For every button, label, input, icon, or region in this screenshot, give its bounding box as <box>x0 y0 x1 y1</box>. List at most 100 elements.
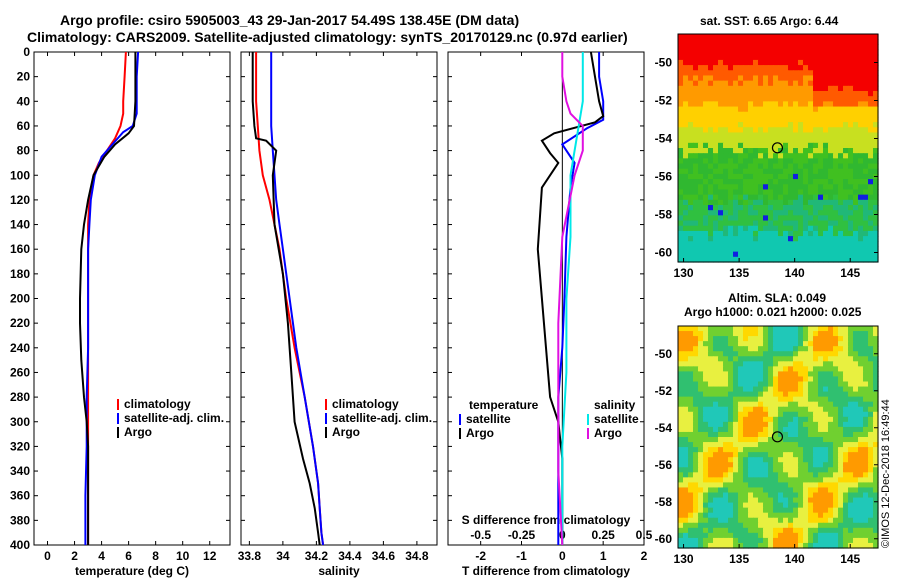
map-cell <box>808 472 814 478</box>
map-cell <box>838 251 844 258</box>
map-cell <box>823 542 829 549</box>
map-cell <box>723 386 729 393</box>
map-cell <box>853 199 859 206</box>
map-cell <box>688 246 694 253</box>
map-cell <box>688 497 694 504</box>
map-cell <box>733 225 739 232</box>
map-cell <box>683 173 689 180</box>
map-cell <box>693 477 699 484</box>
map-cell <box>733 462 739 468</box>
map-cell <box>708 39 714 45</box>
map-cell <box>813 111 819 118</box>
map-cell <box>693 361 699 367</box>
map-cell <box>693 492 699 499</box>
map-cell <box>838 44 844 51</box>
legend-label: climatology <box>124 397 191 411</box>
map-cell <box>678 482 684 489</box>
map-cell <box>713 457 719 463</box>
map-cell <box>838 416 844 423</box>
map-cell <box>728 497 734 504</box>
map-cell <box>733 502 739 509</box>
map-cell <box>743 34 749 40</box>
map-cell <box>763 386 769 393</box>
map-cell <box>823 122 829 128</box>
map-cell <box>708 210 714 216</box>
map-cell <box>808 497 814 504</box>
map-cell <box>803 381 809 388</box>
map-cell <box>683 189 689 196</box>
map-cell <box>798 153 804 159</box>
map-cell <box>863 522 869 529</box>
map-cell <box>863 241 869 248</box>
map-cell <box>868 127 874 134</box>
map-cell <box>873 537 879 544</box>
map-cell <box>848 122 854 128</box>
map-cell <box>868 215 874 222</box>
map-cell <box>818 326 824 332</box>
map-cell <box>743 371 749 378</box>
map-cell <box>678 467 684 473</box>
map-cell <box>753 381 759 388</box>
map-cell <box>808 467 814 473</box>
map-cell <box>738 512 744 519</box>
map-cell <box>793 366 799 373</box>
map-cell <box>713 106 719 113</box>
map-cell <box>773 122 779 128</box>
map-cell <box>803 351 809 357</box>
map-cell <box>718 96 724 102</box>
map-cell <box>868 59 874 66</box>
map-cell <box>823 116 829 123</box>
map-cell <box>678 537 684 544</box>
map-cell <box>833 111 839 118</box>
map-cell <box>793 431 799 438</box>
map-cell <box>683 336 689 342</box>
map-cell <box>873 361 879 367</box>
map-cell <box>848 537 854 544</box>
map-cell <box>838 210 844 216</box>
map-cell <box>778 331 784 337</box>
map-cell <box>708 236 714 242</box>
map-cell <box>753 472 759 478</box>
map-cell <box>803 199 809 206</box>
map-cell <box>678 122 684 128</box>
map-cell <box>813 65 819 71</box>
map-cell <box>723 401 729 408</box>
map-cell <box>773 487 779 494</box>
map-cell <box>868 462 874 468</box>
map-cell <box>828 49 834 56</box>
map-cell <box>713 331 719 337</box>
map-cell <box>753 158 759 165</box>
map-cell <box>728 44 734 51</box>
map-cell <box>813 132 819 139</box>
map-cell <box>693 179 699 185</box>
map-cell <box>713 426 719 433</box>
map-cell <box>828 246 834 253</box>
map-cell <box>773 361 779 367</box>
map-cell <box>778 256 784 263</box>
map-cell <box>843 158 849 165</box>
map-cell <box>788 442 794 448</box>
map-cell <box>868 517 874 524</box>
map-cell <box>873 132 879 139</box>
map-cell <box>863 437 869 443</box>
map-y-tick-label: -54 <box>655 421 673 435</box>
map-cell <box>723 49 729 56</box>
map-cell <box>758 148 764 154</box>
map-cell <box>733 137 739 144</box>
map-cell <box>758 75 764 82</box>
map-cell <box>818 361 824 367</box>
map-cell <box>838 457 844 463</box>
map-cell <box>843 391 849 398</box>
map-cell <box>748 111 754 118</box>
map-cell <box>873 406 879 413</box>
map-cell <box>853 537 859 544</box>
map-cell <box>743 220 749 227</box>
map-cell <box>783 542 789 549</box>
map-cell <box>803 220 809 227</box>
map-cell <box>848 39 854 45</box>
map-cell <box>853 527 859 534</box>
map-cell <box>728 199 734 206</box>
map-cell <box>743 173 749 180</box>
map-cell <box>683 44 689 51</box>
depth-tick-label: 400 <box>10 538 30 552</box>
